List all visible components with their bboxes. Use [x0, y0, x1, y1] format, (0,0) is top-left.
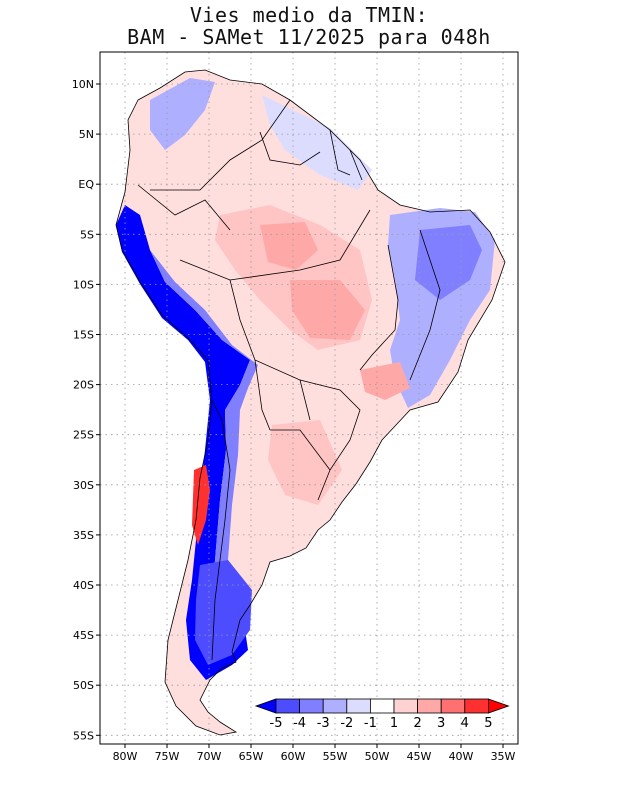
bias-patch-southeast [360, 362, 410, 400]
lat-label: 25S [73, 429, 94, 442]
lat-label: 15S [73, 329, 94, 342]
colorbar-label: -2 [340, 716, 353, 731]
lat-label: 10S [73, 278, 94, 291]
lon-label: 55W [323, 750, 348, 763]
colorbar-label: 5 [484, 716, 492, 731]
colorbar-box [346, 698, 371, 714]
bias-patch-chaco [268, 420, 342, 505]
colorbar-box [275, 698, 301, 714]
colorbar-max-arrow [487, 698, 510, 714]
lon-label: 80W [113, 750, 138, 763]
colorbar-label: -5 [270, 716, 283, 731]
colorbar-box [322, 698, 348, 714]
colorbar-label: -3 [317, 716, 330, 731]
lon-label: 40W [449, 750, 474, 763]
longitude-labels: 80W 75W 70W 65W 60W 55W 50W 45W 40W 35W [113, 744, 516, 763]
bias-patch-northeast-core [415, 225, 482, 300]
lat-label: 20S [73, 379, 94, 392]
colorbar-label: 2 [413, 716, 421, 731]
colorbar-box [417, 698, 442, 714]
country-borders [115, 69, 506, 736]
colorbar-label: -4 [293, 716, 306, 731]
lat-label: 5N [79, 128, 94, 141]
lat-label: 45S [73, 629, 94, 642]
lon-label: 50W [365, 750, 390, 763]
colorbar-label: -1 [364, 716, 377, 731]
map-border [99, 51, 519, 745]
colorbar-box [393, 698, 419, 714]
map-title-line1: Vies medio da TMIN: [189, 3, 429, 27]
colorbar-box [464, 698, 489, 714]
lat-label: EQ [78, 178, 94, 191]
map-title-line2: BAM - SAMet 11/2025 para 048h [127, 25, 491, 49]
bias-patch-north-coast [150, 78, 215, 150]
lat-label: 30S [73, 479, 94, 492]
colorbar: -5 -4 -3 -2 -1 1 2 3 4 5 [254, 698, 510, 731]
colorbar-label: 3 [437, 716, 445, 731]
map-grid [100, 52, 518, 744]
colorbar-label: 4 [461, 716, 469, 731]
lat-label: 5S [80, 228, 94, 241]
lon-label: 70W [197, 750, 222, 763]
lon-label: 35W [491, 750, 516, 763]
bias-patch-andes-edge [150, 250, 258, 600]
lat-label: 50S [73, 679, 94, 692]
lat-label: 10N [72, 78, 94, 91]
lat-label: 55S [73, 729, 94, 742]
lon-label: 65W [239, 750, 264, 763]
lon-label: 75W [155, 750, 180, 763]
latitude-labels: 10N 5N EQ 5S 10S 15S 20S 25S 30S 35S 40S 45S 50S 55S [72, 78, 100, 742]
colorbar-box [440, 698, 466, 714]
colorbar-box [299, 698, 324, 714]
colorbar-label: 1 [390, 716, 398, 731]
bias-patch-guianas [262, 95, 372, 190]
lat-label: 40S [73, 579, 94, 592]
lat-label: 35S [73, 529, 94, 542]
colorbar-box [369, 698, 395, 714]
lon-label: 60W [281, 750, 306, 763]
bias-patch-mato-grosso [290, 280, 365, 340]
lon-label: 45W [407, 750, 432, 763]
